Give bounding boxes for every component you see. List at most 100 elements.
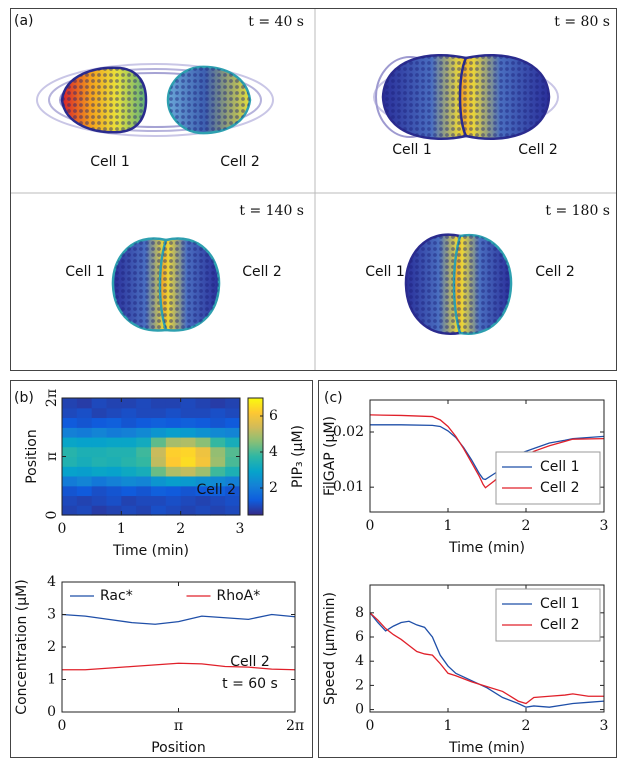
colorbar [247,397,264,516]
heatmap-cell [165,456,182,467]
heatmap-cell [151,466,167,477]
cell-label: Cell 1 [392,142,432,158]
heatmap-cell [62,475,78,487]
x-tick-label: 2 [522,718,531,734]
heatmap-cell [121,475,137,487]
heatmap-cell [165,407,182,419]
heatmap-cell [210,436,226,448]
heatmap-cell [106,485,122,497]
heatmap-cell [121,427,137,438]
heatmap-cell [91,485,107,497]
series-line [369,612,605,708]
x-tick-label: 3 [236,521,245,537]
heatmap-cell [62,505,78,516]
x-axis-label: Time (min) [112,543,189,559]
y-tick-label: 0.01 [333,479,364,495]
heatmap-cell [151,417,167,428]
annotation: Cell 2 [196,482,236,498]
y-tick-label: 0.02 [333,424,364,440]
heatmap-cell [195,475,211,487]
heatmap-cell [210,505,226,516]
x-tick-label: 0 [58,718,67,734]
heatmap-cell [62,446,78,458]
x-tick-label: 3 [600,718,609,734]
x-tick-label: 1 [444,518,453,534]
heatmap-cell [106,456,122,467]
heatmap-cell [121,505,137,516]
legend-label: Cell 2 [540,480,580,496]
heatmap-cell [136,427,152,438]
heatmap-cell [76,466,93,477]
y-tick-label: 3 [47,607,56,623]
series-line [369,414,605,489]
heatmap-cell [91,427,107,438]
x-tick-label: 0 [58,521,67,537]
heatmap-cell [62,495,78,506]
heatmap-cell [225,397,241,409]
heatmap-cell [91,475,107,487]
heatmap-cell [195,505,211,516]
heatmap-cell [151,397,167,409]
heatmap-cell [121,485,137,497]
heatmap-cell [62,397,78,409]
heatmap-cell [136,495,152,506]
heatmap-cell [91,417,107,428]
heatmap-cell [165,475,182,487]
heatmap-cell [121,456,137,467]
y-tick-label: π [44,452,60,461]
snapshot-2 [373,53,559,141]
heatmap-cell [195,417,211,428]
y-tick-label: 2 [355,677,364,693]
cell-label: Cell 2 [535,264,575,280]
heatmap-cell [151,475,167,487]
heatmap-cell [136,456,152,467]
time-label: t = 140 s [239,203,304,219]
heatmap-cell [91,407,107,419]
heatmap-cell [76,436,93,448]
heatmap-cell [195,456,211,467]
heatmap-cell [225,436,241,448]
heatmap-cell [76,475,93,487]
heatmap-cell [151,436,167,448]
heatmap-cell [106,417,122,428]
heatmap-cell [76,397,93,409]
heatmap-cell [106,495,122,506]
heatmap-cell [180,436,196,448]
y-axis-label: Speed (μm/min) [322,592,338,705]
y-tick-label: 4 [47,574,56,590]
y-axis-label: Concentration (μM) [14,579,30,714]
heatmap-cell [136,407,152,419]
heatmap-cell [225,407,241,419]
heatmap-cell [76,417,93,428]
heatmap-cell [91,456,107,467]
heatmap-cell [225,427,241,438]
heatmap-cell [151,485,167,497]
x-axis-label: Time (min) [448,740,525,756]
heatmap-cell [165,466,182,477]
y-tick-label: 0 [355,702,364,718]
heatmap-cell [76,485,93,497]
series-line [61,613,296,625]
y-tick-label: 4 [355,653,364,669]
panel-b-frame [10,380,313,758]
heatmap-cell [225,417,241,428]
series-line [369,612,604,705]
time-label: t = 80 s [554,14,610,30]
cell-label: Cell 2 [242,264,282,280]
legend-label: Cell 1 [540,596,580,612]
cell-label: Cell 1 [365,264,405,280]
heatmap-cell [210,485,226,497]
cell-label: Cell 2 [220,154,260,170]
colorbar-tick-label: 6 [269,408,278,424]
heatmap-cell [180,466,196,477]
heatmap-cell [151,495,167,506]
panel-a-frame [10,8,617,371]
heatmap-cell [106,505,122,516]
heatmap-cell [195,485,211,497]
snapshot-3 [111,237,221,332]
x-axis-label: Position [151,740,206,756]
heatmap-cell [210,397,226,409]
heatmap-cell [121,495,137,506]
heatmap-cell [225,446,241,458]
heatmap-cell [180,427,196,438]
